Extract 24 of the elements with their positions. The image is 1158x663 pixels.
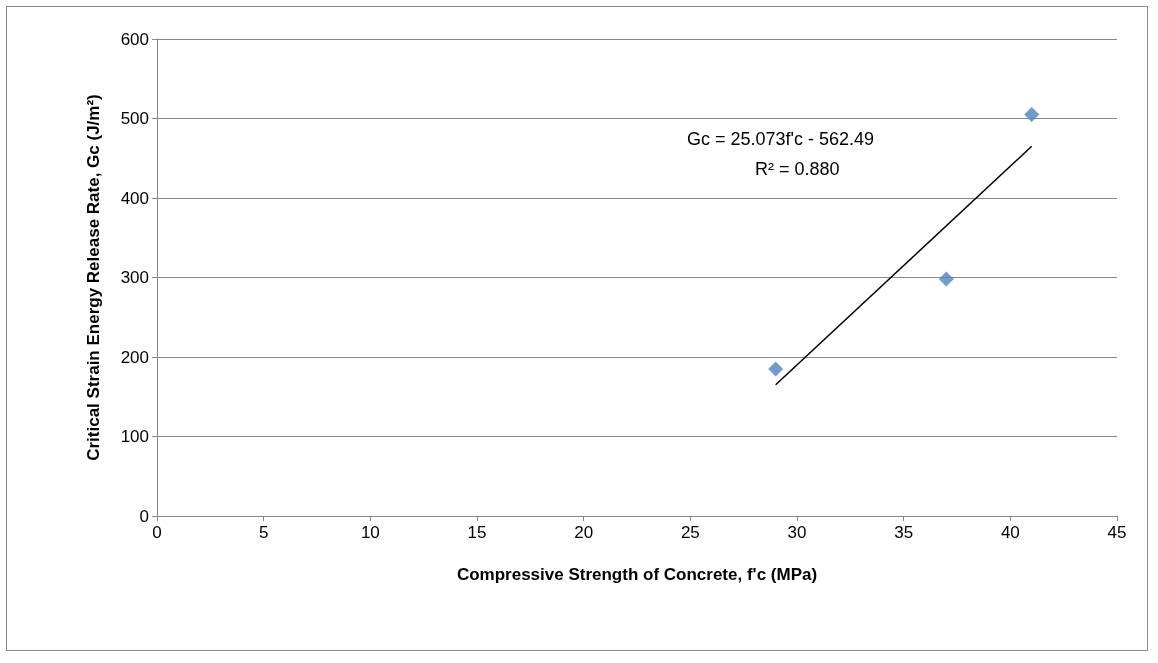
y-tick-label: 500: [120, 109, 149, 128]
x-tick-label: 10: [360, 523, 380, 542]
x-tick-label: 35: [894, 523, 914, 542]
x-tick-label: 5: [258, 523, 269, 542]
y-tick-label: 600: [120, 29, 149, 49]
x-axis-title: Compressive Strength of Concrete, f'c (MPa): [456, 565, 818, 584]
x-tick-label: 45: [1107, 523, 1127, 542]
point: [938, 271, 954, 287]
point: [1024, 107, 1040, 123]
x-tick-label: 30: [787, 523, 807, 542]
y-tick-label: 200: [120, 347, 149, 367]
y-tick-label: 100: [120, 427, 149, 446]
x-tick-label: 40: [1000, 523, 1020, 542]
x-tick-label: 15: [467, 523, 487, 542]
x-tick-label: 0: [152, 523, 162, 542]
y-axis-title: Critical Strain Energy Release Rate, Gc (J/m²): [84, 94, 103, 461]
y-tick-label: 0: [139, 506, 149, 526]
annotation: R² = 0.880: [755, 159, 840, 179]
x-tick-label: 20: [574, 523, 594, 542]
y-tick-label: 400: [120, 188, 149, 208]
point: [768, 361, 784, 377]
y-tick-label: 300: [120, 268, 149, 287]
x-tick-label: 25: [680, 523, 700, 542]
annotation: Gc = 25.073f'c - 562.49: [687, 129, 875, 149]
